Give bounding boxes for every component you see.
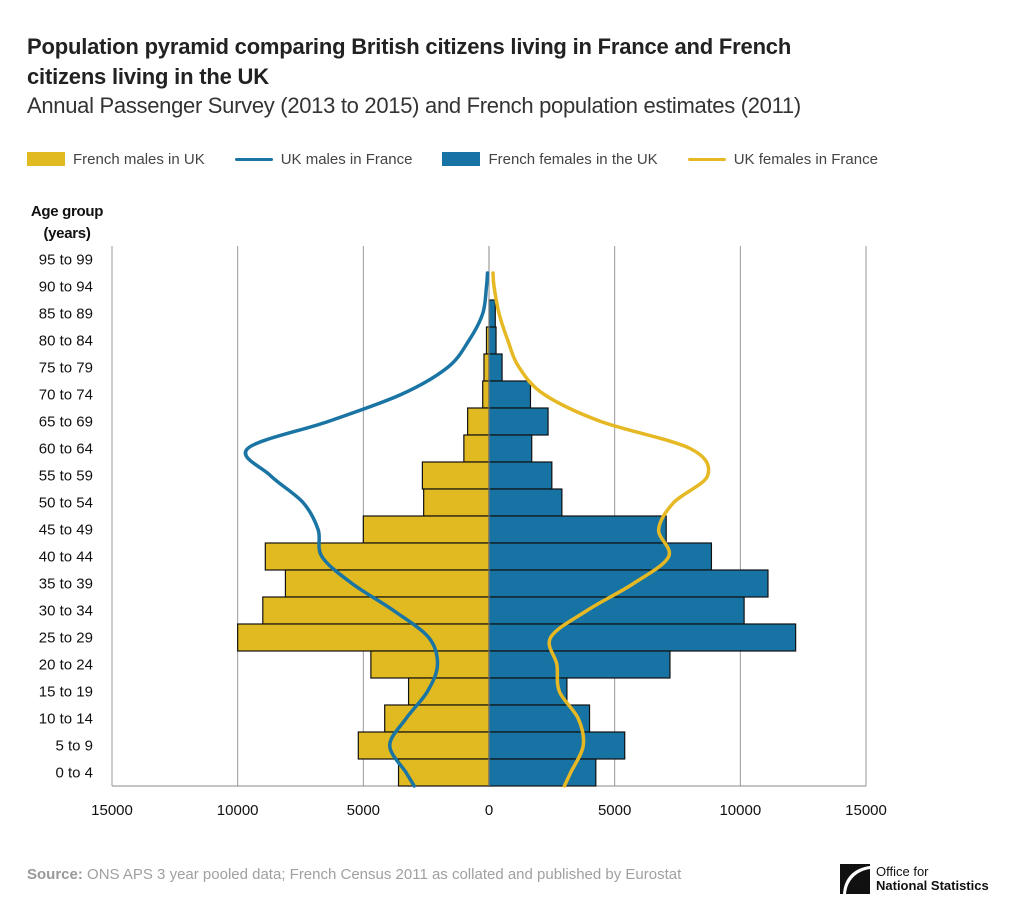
y-tick-label: 55 to 59 — [39, 468, 93, 485]
logo-line2: National Statistics — [876, 878, 989, 893]
y-axis-title: Age group (years) — [22, 201, 112, 245]
bar-french-males — [397, 758, 490, 787]
x-tick-label: 0 — [485, 802, 493, 819]
bar-french-females — [488, 596, 745, 625]
bar-french-males — [467, 407, 490, 436]
chart-title: Population pyramid comparing British cit… — [27, 34, 792, 89]
y-tick-label: 80 to 84 — [39, 333, 93, 350]
y-tick-label: 25 to 29 — [39, 630, 93, 647]
line-uk-females-in-france — [491, 271, 711, 788]
x-tick-label: 15000 — [845, 802, 887, 819]
y-tick-label: 20 to 24 — [39, 657, 93, 674]
y-tick-label: 40 to 44 — [39, 549, 93, 566]
x-tick-labels: 15000 10000 5000 0 5000 10000 15000 — [91, 802, 887, 819]
legend-label: French males in UK — [73, 150, 205, 168]
y-tick-label: 90 to 94 — [39, 279, 93, 296]
y-tick-label: 65 to 69 — [39, 414, 93, 431]
bar-french-males — [264, 542, 490, 571]
bar-french-males — [423, 488, 490, 517]
y-tick-label: 85 to 89 — [39, 306, 93, 323]
bar-french-females — [488, 461, 553, 490]
legend-swatch-french-females — [442, 152, 481, 166]
bar-french-males — [370, 650, 490, 679]
bar-french-females — [488, 758, 597, 787]
line-uk-males-in-france — [243, 271, 490, 788]
y-tick-label: 60 to 64 — [39, 441, 93, 458]
y-tick-label: 95 to 99 — [39, 252, 93, 269]
source-label: Source: — [27, 866, 83, 883]
legend-line-uk-females — [687, 157, 726, 161]
y-tick-label: 0 to 4 — [55, 765, 93, 782]
y-tick-label: 35 to 39 — [39, 576, 93, 593]
y-tick-label: 50 to 54 — [39, 495, 93, 512]
lines — [243, 271, 711, 788]
bar-french-females — [488, 380, 532, 409]
bar-french-females — [488, 515, 667, 544]
bar-french-females — [488, 623, 797, 652]
bar-french-males — [284, 569, 490, 598]
y-tick-label: 75 to 79 — [39, 360, 93, 377]
y-tick-label: 15 to 19 — [39, 684, 93, 701]
bar-french-males — [483, 353, 490, 382]
x-tick-label: 10000 — [719, 802, 761, 819]
bar-french-males — [421, 461, 490, 490]
legend: French males in UK UK males in France Fr… — [27, 148, 908, 170]
bar-french-males — [262, 596, 490, 625]
logo-line1: Office for — [876, 864, 929, 879]
legend-swatch-french-males — [27, 152, 65, 166]
bar-french-females — [488, 353, 503, 382]
bar-french-females — [488, 677, 568, 706]
legend-item-uk-females[interactable]: UK females in France — [687, 150, 878, 168]
legend-label: UK females in France — [733, 150, 878, 168]
bars — [237, 246, 797, 787]
legend-item-uk-males[interactable]: UK males in France — [234, 150, 413, 168]
legend-item-french-males[interactable]: French males in UK — [27, 151, 205, 168]
y-tick-label: 5 to 9 — [55, 738, 93, 755]
x-tick-label: 5000 — [598, 802, 631, 819]
y-tick-label: 30 to 34 — [39, 603, 93, 620]
y-tick-labels: 95 to 99 90 to 94 85 to 89 80 to 84 75 to 79… — [39, 252, 93, 782]
y-tick-label: 10 to 14 — [39, 711, 93, 728]
bar-french-females — [488, 299, 496, 328]
bar-french-females — [488, 488, 563, 517]
bar-french-females — [488, 650, 671, 679]
bar-french-females — [488, 731, 626, 760]
y-tick-label: 45 to 49 — [39, 522, 93, 539]
bar-french-males — [463, 434, 490, 463]
x-tick-label: 10000 — [217, 802, 259, 819]
ons-logo: Office for National Statistics — [840, 864, 989, 894]
legend-line-uk-males — [234, 157, 273, 161]
y-tick-label: 70 to 74 — [39, 387, 93, 404]
y-axis-title-line1: Age group — [30, 203, 104, 220]
bar-french-females — [488, 407, 549, 436]
legend-label: UK males in France — [280, 150, 413, 168]
source-text: ONS APS 3 year pooled data; French Censu… — [82, 866, 682, 883]
bar-french-males — [482, 380, 490, 409]
bar-french-males — [362, 515, 490, 544]
ons-logo-icon — [840, 864, 870, 894]
bar-french-females — [488, 569, 769, 598]
x-tick-label: 5000 — [347, 802, 380, 819]
source-note: Source: ONS APS 3 year pooled data; Fren… — [27, 866, 681, 883]
bar-french-males — [357, 731, 490, 760]
x-tick-label: 15000 — [91, 802, 133, 819]
legend-item-french-females[interactable]: French females in the UK — [442, 150, 658, 168]
chart-subtitle: Annual Passenger Survey (2013 to 2015) a… — [27, 93, 801, 118]
bar-french-females — [488, 542, 713, 571]
bar-french-females — [488, 704, 591, 733]
y-axis-title-line2: (years) — [43, 225, 91, 242]
legend-label: French females in the UK — [488, 150, 658, 168]
bar-french-males — [237, 623, 490, 652]
bar-french-females — [488, 326, 497, 355]
bar-french-females — [488, 434, 533, 463]
